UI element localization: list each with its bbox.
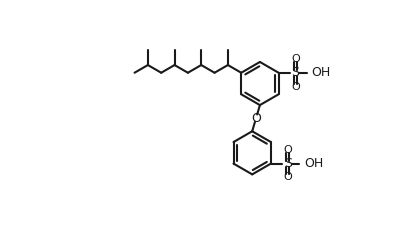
Text: O: O — [284, 172, 292, 183]
Text: O: O — [291, 82, 300, 91]
Text: S: S — [284, 157, 292, 170]
Text: OH: OH — [304, 157, 323, 170]
Text: OH: OH — [312, 66, 331, 79]
Text: O: O — [284, 145, 292, 155]
Text: S: S — [291, 66, 299, 79]
Text: O: O — [251, 112, 261, 125]
Text: O: O — [291, 54, 300, 64]
